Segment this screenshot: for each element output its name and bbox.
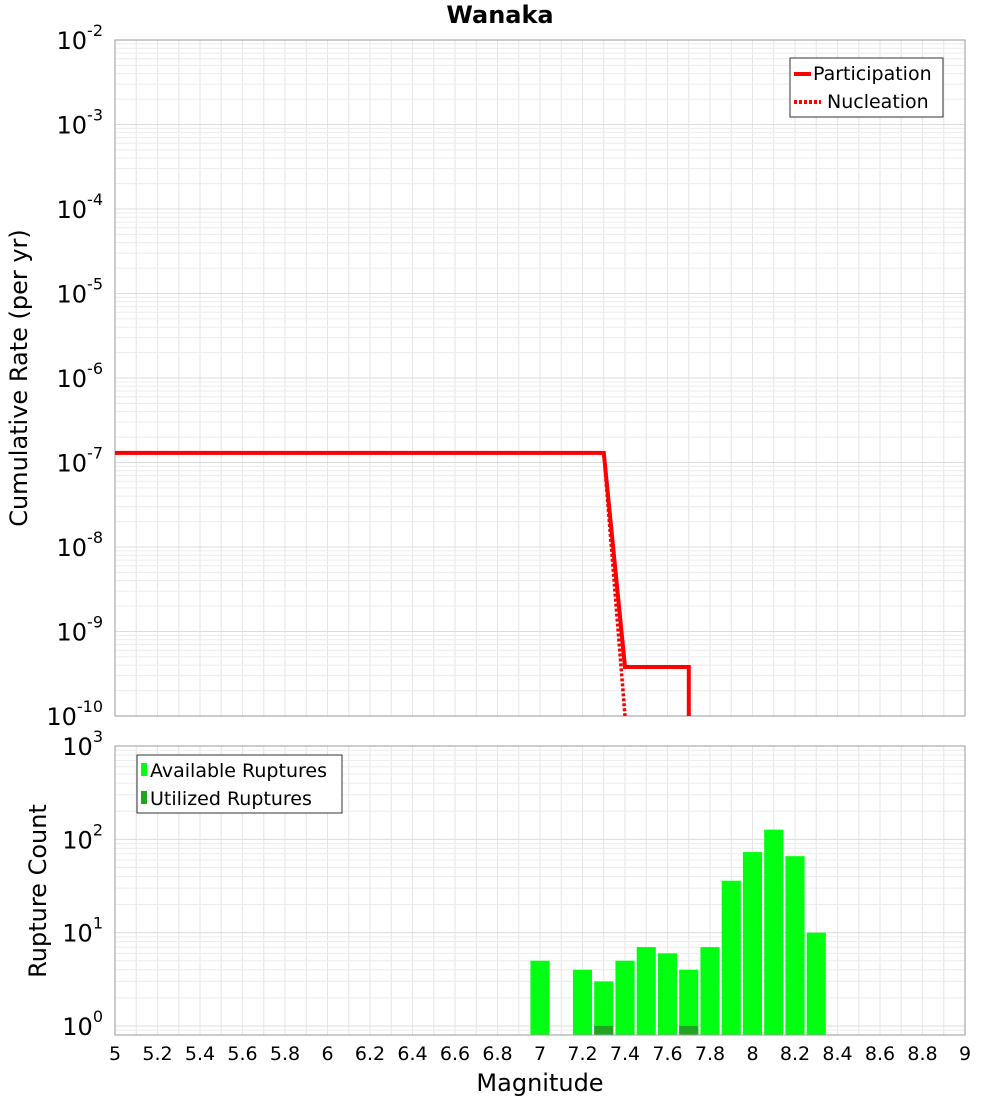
top-y-tick-label: 10-9 <box>57 613 104 647</box>
bottom-y-tick-label: 100 <box>62 1007 103 1041</box>
x-tick-label: 7 <box>534 1043 546 1065</box>
top-y-tick-label: 10-8 <box>57 528 104 562</box>
bottom-y-tick-label: 101 <box>62 914 103 948</box>
x-tick-label: 5.4 <box>185 1043 215 1065</box>
utilized-ruptures-bar <box>594 1025 614 1035</box>
bottom-y-tick-labels: 103 102 101 100 <box>62 727 103 1041</box>
bottom-legend-box <box>136 754 343 814</box>
bottom-y-tick-label: 103 <box>62 727 103 761</box>
available-ruptures-bar <box>721 880 741 1035</box>
top-y-tick-label: 10-4 <box>57 190 104 224</box>
x-tick-label: 7.4 <box>610 1043 640 1065</box>
available-ruptures-legend-swatch <box>141 763 147 776</box>
bottom-y-tick-label: 102 <box>62 820 103 854</box>
x-tick-label: 6.6 <box>440 1043 470 1065</box>
available-ruptures-bar <box>764 829 784 1035</box>
available-ruptures-bar <box>679 969 699 1035</box>
bottom-legend: Available Ruptures Utilized Ruptures <box>136 754 343 814</box>
top-y-tick-label: 10-7 <box>57 444 104 478</box>
bottom-y-axis-label: Rupture Count <box>24 804 52 978</box>
available-ruptures-bar <box>806 932 826 1035</box>
top-plot-frame <box>114 39 966 717</box>
participation-legend-label: Participation <box>813 63 932 85</box>
top-series-lines <box>115 450 691 717</box>
x-tick-label: 6 <box>321 1043 333 1065</box>
x-axis-label: Magnitude <box>476 1069 603 1097</box>
bottom-plot: 103 102 101 100 5 5.2 5.4 5.6 5.8 6 6.2 6.4 6.6 6.8 7… <box>24 727 971 1097</box>
bottom-bars <box>530 829 826 1035</box>
top-y-axis-label: Cumulative Rate (per yr) <box>5 229 33 527</box>
x-tick-label: 8.4 <box>822 1043 852 1065</box>
top-y-tick-label: 10-2 <box>57 21 104 55</box>
x-tick-label: 6.4 <box>397 1043 427 1065</box>
x-tick-label: 8.6 <box>865 1043 895 1065</box>
x-tick-label: 8.8 <box>907 1043 937 1065</box>
participation-line <box>115 450 691 716</box>
x-tick-label: 9 <box>959 1043 971 1065</box>
x-tick-label: 5.8 <box>270 1043 300 1065</box>
top-y-tick-label: 10-5 <box>57 275 104 309</box>
top-legend: Participation Nucleation <box>789 57 944 118</box>
available-ruptures-bar <box>700 947 720 1035</box>
utilized-ruptures-legend-label: Utilized Ruptures <box>150 788 312 810</box>
nucleation-legend-label: Nucleation <box>827 91 929 113</box>
top-y-tick-labels: 10-2 10-3 10-4 10-5 10-6 10-7 10-8 10-9 10-10 <box>46 21 103 731</box>
available-ruptures-bar <box>657 953 678 1035</box>
available-ruptures-bar <box>742 852 763 1035</box>
available-ruptures-bar <box>785 856 805 1035</box>
x-tick-label: 7.2 <box>567 1043 597 1065</box>
top-legend-box <box>789 57 944 118</box>
x-tick-labels: 5 5.2 5.4 5.6 5.8 6 6.2 6.4 6.6 6.8 7 7.2 7.4 7.6 7.8 8… <box>109 1043 971 1065</box>
available-ruptures-bar <box>636 947 656 1035</box>
chart-title: Wanaka <box>446 1 553 29</box>
x-tick-label: 7.8 <box>695 1043 725 1065</box>
top-y-tick-label: 10-10 <box>46 697 103 731</box>
x-tick-label: 6.8 <box>482 1043 512 1065</box>
available-ruptures-bar <box>530 960 550 1035</box>
utilized-ruptures-bar <box>679 1025 699 1035</box>
top-y-tick-label: 10-6 <box>57 359 104 393</box>
x-tick-label: 7.6 <box>652 1043 682 1065</box>
available-ruptures-bar <box>615 960 635 1035</box>
x-tick-label: 8.2 <box>780 1043 810 1065</box>
x-tick-label: 5.2 <box>142 1043 172 1065</box>
top-y-tick-label: 10-3 <box>57 106 104 140</box>
available-ruptures-bar <box>572 969 593 1035</box>
x-tick-label: 6.2 <box>355 1043 385 1065</box>
top-grid <box>114 40 966 717</box>
x-tick-label: 5 <box>109 1043 121 1065</box>
available-ruptures-legend-label: Available Ruptures <box>150 760 327 782</box>
utilized-ruptures-legend-swatch <box>141 791 147 804</box>
x-tick-label: 5.6 <box>227 1043 257 1065</box>
x-tick-label: 8 <box>746 1043 758 1065</box>
top-plot: 10-2 10-3 10-4 10-5 10-6 10-7 10-8 10-9 10-10 Cu… <box>5 21 966 731</box>
available-ruptures-bar <box>594 981 614 1035</box>
bottom-plot-frame <box>114 745 966 1036</box>
